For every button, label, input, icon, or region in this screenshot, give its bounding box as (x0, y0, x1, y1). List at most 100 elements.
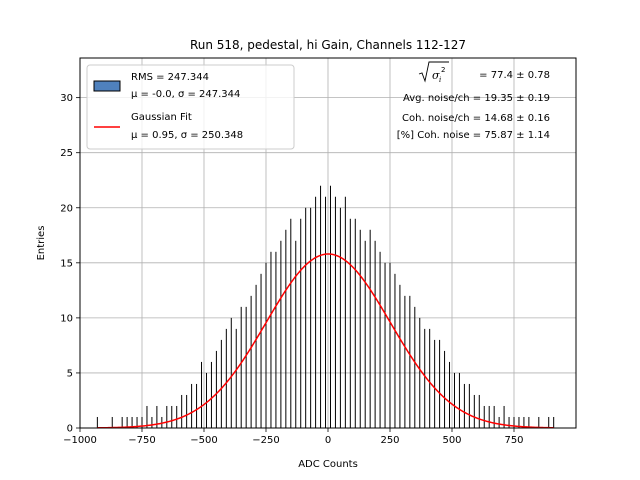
histogram-bar (310, 207, 312, 428)
legend-histogram-stats: μ = -0.0, σ = 247.344 (131, 89, 240, 100)
legend-frame (86, 64, 295, 150)
histogram-bar (424, 328, 426, 428)
histogram-bar (488, 405, 490, 428)
histogram-bar (414, 306, 416, 428)
legend: RMS = 247.344 μ = -0.0, σ = 247.344 Gaus… (86, 64, 295, 150)
histogram-bar (186, 394, 188, 428)
histogram-bar (171, 405, 173, 428)
histogram-bar (449, 361, 451, 428)
histogram-bar (379, 251, 381, 428)
histogram-bar (210, 361, 212, 428)
histogram-bar (151, 416, 153, 428)
histogram-bar (463, 383, 465, 428)
histogram-bar (528, 416, 530, 428)
x-tick-label: 500 (442, 435, 461, 446)
histogram-bar (439, 339, 441, 428)
histogram-bar (458, 372, 460, 428)
histogram-bar (285, 229, 287, 428)
histogram-bar (275, 251, 277, 428)
histogram-bar (176, 405, 178, 428)
histogram-bar (215, 350, 217, 428)
histogram-bar (260, 273, 262, 428)
histogram-bar (320, 185, 322, 428)
histogram-bar (374, 240, 376, 428)
legend-histogram-swatch (93, 80, 121, 92)
histogram-bar (196, 383, 198, 428)
histogram-bar (478, 394, 480, 428)
histogram-bar (339, 207, 341, 428)
histogram-bar (240, 306, 242, 428)
histogram-bar (245, 306, 247, 428)
histogram-bar (369, 229, 371, 428)
histogram-bar (419, 317, 421, 428)
histogram-bars (96, 185, 555, 428)
noise-annotations: σ i 2 = 77.4 ± 0.78 Avg. noise/ch = 19.3… (397, 61, 550, 141)
histogram-bar (250, 295, 252, 428)
histogram-bar (384, 262, 386, 428)
histogram-bar (334, 196, 336, 428)
histogram-bar (359, 229, 361, 428)
histogram-bar (305, 207, 307, 428)
histogram-bar (146, 405, 148, 428)
histogram-bar (290, 218, 292, 428)
sigma-total-symbol: σ i 2 (418, 61, 449, 84)
histogram-bar (325, 196, 327, 428)
histogram-bar (399, 284, 401, 428)
legend-histogram-label: RMS = 247.344 (131, 72, 209, 83)
svg-text:2: 2 (441, 66, 445, 74)
histogram-bar (548, 416, 550, 428)
histogram-bar (354, 218, 356, 428)
histogram-bar (389, 262, 391, 428)
histogram-bar (141, 416, 143, 428)
x-tick-label: −250 (252, 435, 279, 446)
x-tick-label: 750 (504, 435, 523, 446)
histogram-bar (513, 416, 515, 428)
histogram-bar (265, 262, 267, 428)
x-tick-label: −750 (128, 435, 155, 446)
histogram-bar (508, 416, 510, 428)
x-tick-label: 250 (380, 435, 399, 446)
histogram-bar (498, 416, 500, 428)
histogram-bar (409, 295, 411, 428)
histogram-bar (503, 405, 505, 428)
histogram-bar (394, 273, 396, 428)
histogram-bar (156, 405, 158, 428)
histogram-bar (473, 394, 475, 428)
x-axis-ticks: −1000 −750 −500 −250 0 250 500 750 (63, 428, 524, 446)
histogram-bar (300, 218, 302, 428)
chart-title: Run 518, pedestal, hi Gain, Channels 112… (190, 38, 466, 52)
histogram-bar (295, 240, 297, 428)
histogram-bar (538, 416, 540, 428)
histogram-bar (235, 328, 237, 428)
y-tick-label: 30 (60, 93, 73, 104)
histogram-bar (315, 196, 317, 428)
histogram-bar (96, 416, 98, 428)
histogram-bar (523, 416, 525, 428)
histogram-bar (225, 328, 227, 428)
histogram-bar (220, 339, 222, 428)
histogram-bar (553, 416, 555, 428)
histogram-bar (201, 361, 203, 428)
y-tick-label: 5 (67, 368, 73, 379)
histogram-bar (191, 383, 193, 428)
y-tick-label: 10 (60, 313, 73, 324)
histogram-bar (453, 372, 455, 428)
histogram-bar (518, 416, 520, 428)
histogram-bar (364, 240, 366, 428)
histogram-bar (329, 185, 331, 428)
histogram-bar (434, 339, 436, 428)
y-tick-label: 25 (60, 148, 73, 159)
histogram-bar (111, 416, 113, 428)
histogram-bar (344, 196, 346, 428)
svg-text:σ: σ (432, 69, 440, 82)
histogram-bar (280, 240, 282, 428)
histogram-bar (429, 328, 431, 428)
histogram-bar (181, 394, 183, 428)
histogram-bar (349, 218, 351, 428)
pct-coh-noise-text: [%] Coh. noise = 75.87 ± 1.14 (397, 130, 550, 141)
y-tick-label: 0 (67, 424, 73, 435)
histogram-bar (468, 383, 470, 428)
histogram-bar (444, 350, 446, 428)
histogram-bar (166, 405, 168, 428)
